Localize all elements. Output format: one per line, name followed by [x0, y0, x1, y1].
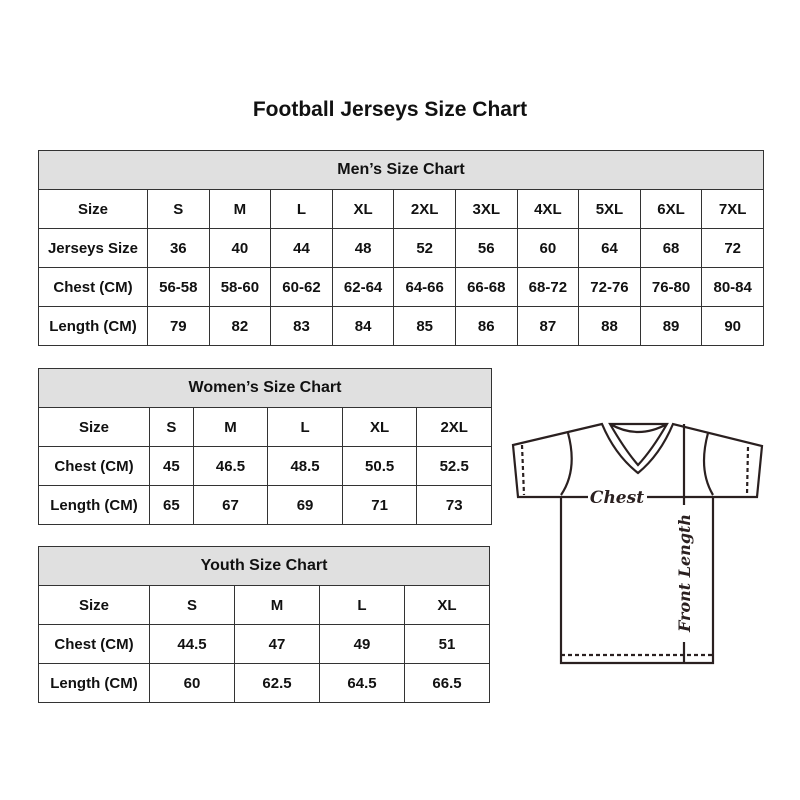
table-cell: M — [234, 585, 320, 625]
table-cell: 51 — [404, 624, 490, 664]
table-cell: M — [192, 407, 269, 447]
table-cell: 67 — [192, 485, 269, 525]
row-label: Length (CM) — [38, 306, 148, 346]
table-cell: 84 — [331, 306, 395, 346]
row-label: Length (CM) — [38, 485, 150, 525]
table-row: Size S M L XL 2XL — [38, 407, 492, 447]
table-cell: XL — [331, 189, 395, 229]
table-cell: 62-64 — [331, 267, 395, 307]
table-cell: 62.5 — [234, 663, 320, 703]
row-label: Jerseys Size — [38, 228, 148, 268]
table-row: Size S M L XL 2XL 3XL 4XL 5XL 6XL 7XL — [38, 189, 764, 229]
row-label: Size — [38, 585, 150, 625]
table-cell: 48.5 — [267, 446, 343, 486]
table-cell: 56-58 — [147, 267, 210, 307]
table-cell: 60 — [149, 663, 235, 703]
table-cell: 49 — [319, 624, 405, 664]
table-cell: 44.5 — [149, 624, 235, 664]
table-cell: 65 — [149, 485, 194, 525]
table-row: Jerseys Size 36 40 44 48 52 56 60 64 68 72 — [38, 228, 764, 268]
row-label: Size — [38, 407, 150, 447]
table-cell: 69 — [267, 485, 343, 525]
table-row: Chest (CM) 44.5 47 49 51 — [38, 624, 490, 664]
table-cell: XL — [341, 407, 418, 447]
table-cell: 47 — [234, 624, 320, 664]
collar — [608, 422, 669, 467]
table-cell: 66-68 — [454, 267, 518, 307]
womens-size-table: Women’s Size Chart Size S M L XL 2XL Chest (CM)… — [38, 368, 492, 525]
table-cell: 80-84 — [701, 267, 764, 307]
table-cell: 72-76 — [578, 267, 641, 307]
table-cell: L — [270, 189, 333, 229]
table-cell: 5XL — [578, 189, 641, 229]
table-row: Length (CM) 65 67 69 71 73 — [38, 485, 492, 525]
table-cell: 79 — [147, 306, 210, 346]
table-cell: 50.5 — [341, 446, 418, 486]
table-cell: 40 — [208, 228, 272, 268]
youth-size-table: Youth Size Chart Size S M L XL Chest (CM) 44.5 4… — [38, 546, 490, 703]
table-cell: 6XL — [639, 189, 703, 229]
row-label: Size — [38, 189, 148, 229]
table-cell: 64.5 — [319, 663, 405, 703]
table-cell: 52.5 — [416, 446, 492, 486]
mens-table-title: Men’s Size Chart — [38, 150, 764, 190]
row-label: Chest (CM) — [38, 624, 150, 664]
row-label: Chest (CM) — [38, 446, 150, 486]
table-cell: 82 — [208, 306, 272, 346]
page-title: Football Jerseys Size Chart — [252, 98, 528, 121]
chest-label: Chest — [590, 488, 644, 508]
table-cell: 68-72 — [516, 267, 580, 307]
table-cell: 87 — [516, 306, 580, 346]
table-cell: 71 — [341, 485, 418, 525]
table-cell: 86 — [454, 306, 518, 346]
table-cell: 2XL — [416, 407, 492, 447]
table-cell: 36 — [147, 228, 210, 268]
table-cell: 66.5 — [404, 663, 490, 703]
table-cell: 45 — [149, 446, 194, 486]
table-row: Chest (CM) 45 46.5 48.5 50.5 52.5 — [38, 446, 492, 486]
table-row: Length (CM) 60 62.5 64.5 66.5 — [38, 663, 490, 703]
table-cell: 48 — [331, 228, 395, 268]
youth-table-title: Youth Size Chart — [38, 546, 490, 586]
womens-table-title: Women’s Size Chart — [38, 368, 492, 408]
table-cell: L — [267, 407, 343, 447]
table-row: Size S M L XL — [38, 585, 490, 625]
table-cell: 76-80 — [639, 267, 703, 307]
table-cell: 60-62 — [270, 267, 333, 307]
sleeve-seams — [560, 432, 714, 496]
front-length-label: Front Length — [675, 514, 694, 633]
table-cell: 73 — [416, 485, 492, 525]
table-cell: 68 — [639, 228, 703, 268]
table-cell: 90 — [701, 306, 764, 346]
table-cell: L — [319, 585, 405, 625]
table-cell: 85 — [393, 306, 456, 346]
shirt-outline — [511, 422, 764, 665]
table-cell: 88 — [578, 306, 641, 346]
table-cell: 7XL — [701, 189, 764, 229]
table-cell: 60 — [516, 228, 580, 268]
table-cell: 44 — [270, 228, 333, 268]
table-row: Length (CM) 79 82 83 84 85 86 87 88 89 90 — [38, 306, 764, 346]
mens-size-table: Men’s Size Chart Size S M L XL 2XL 3XL 4XL 5XL 6XL… — [38, 150, 764, 346]
table-cell: S — [149, 585, 235, 625]
